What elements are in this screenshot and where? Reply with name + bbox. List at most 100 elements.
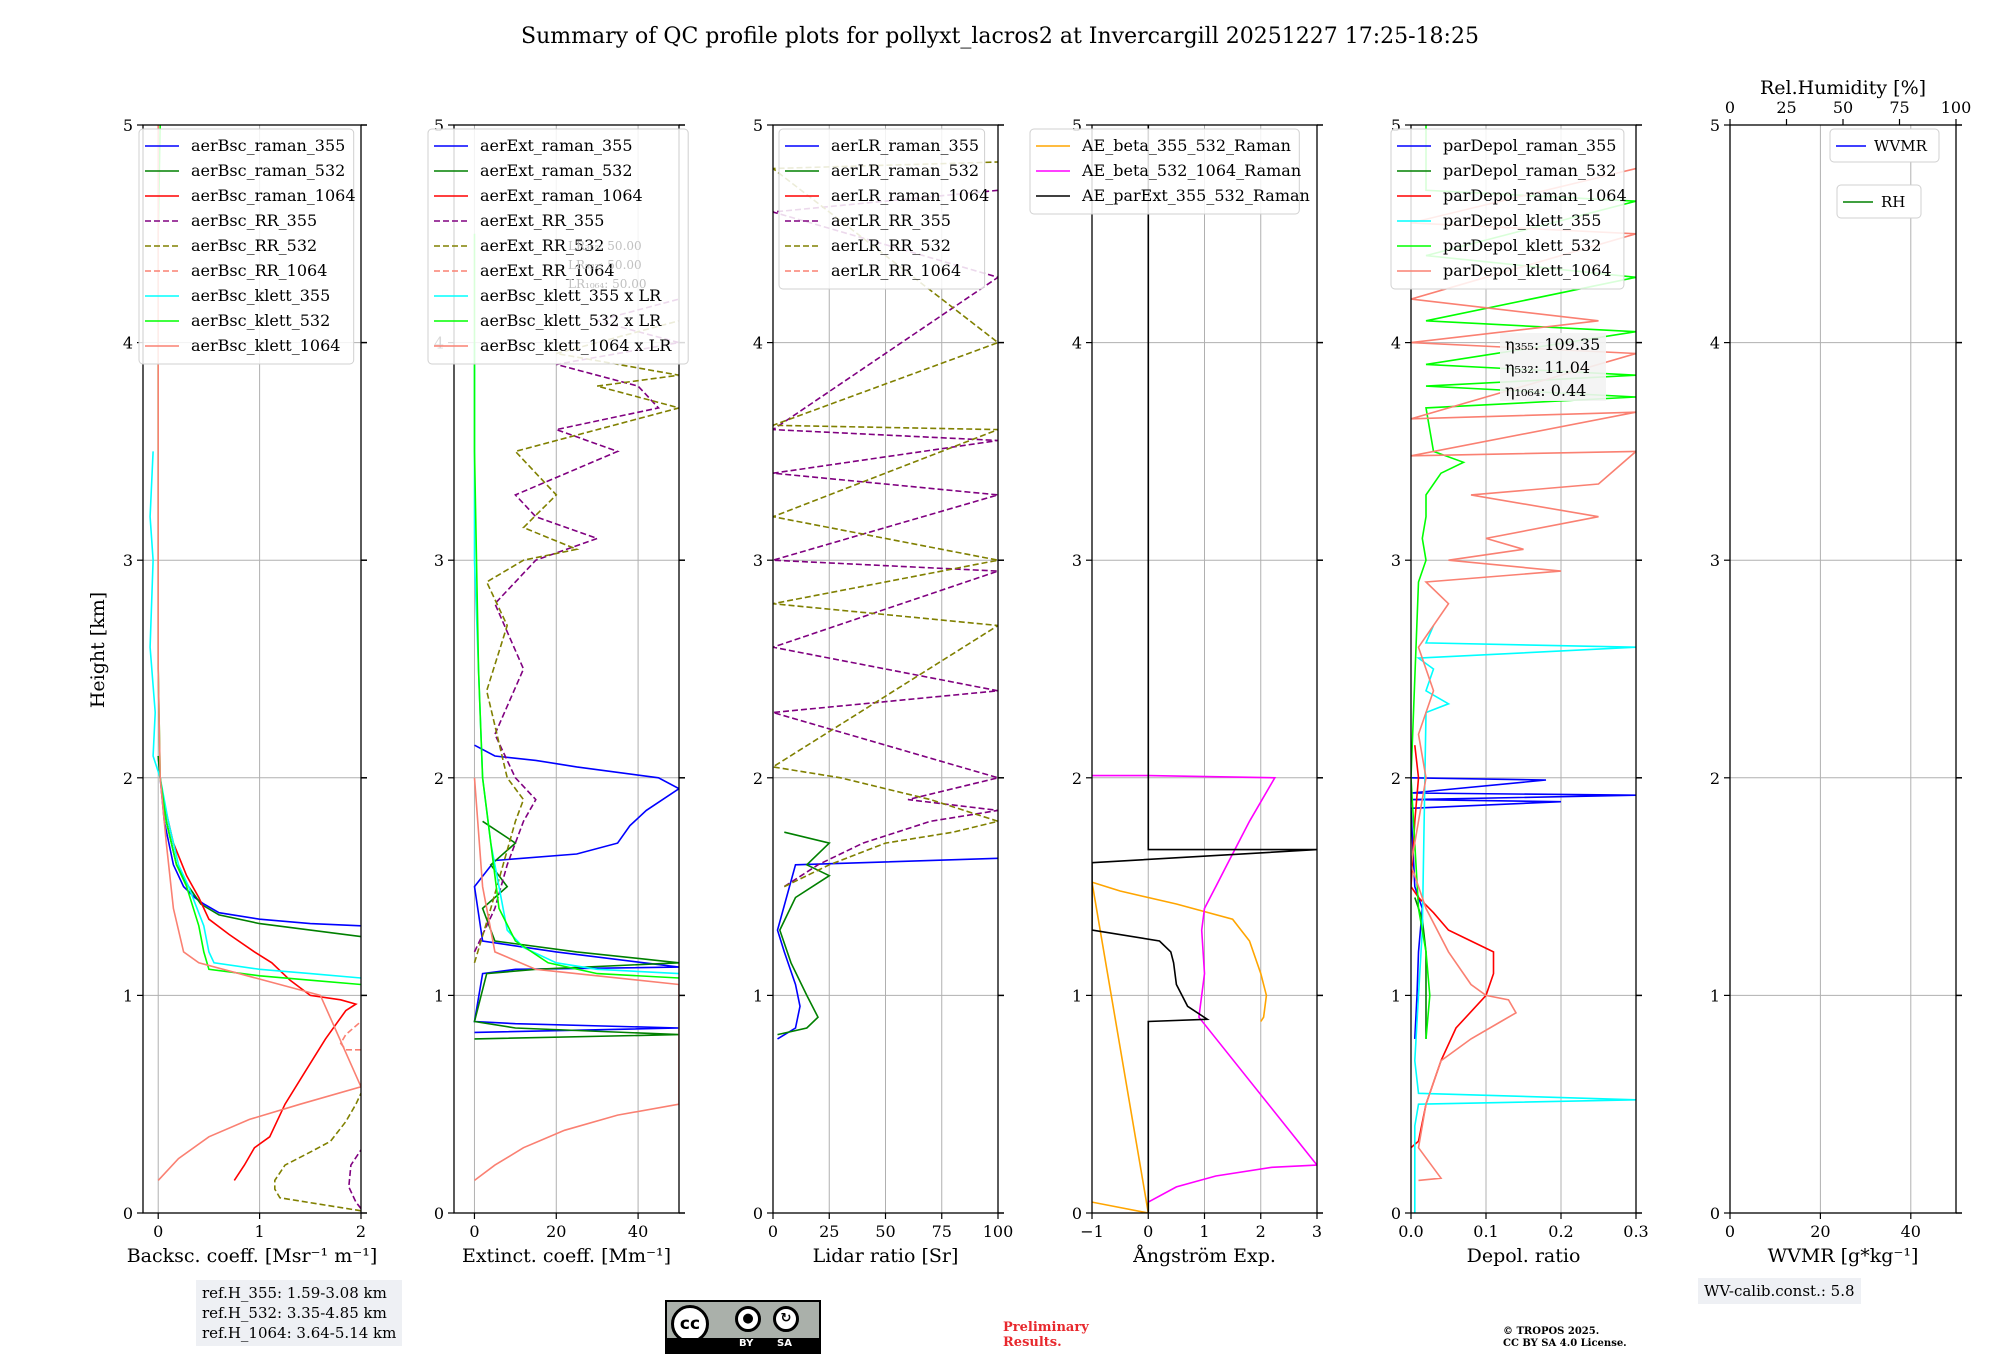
series-aerLR_RR_532 bbox=[773, 161, 998, 888]
lidar-ratio-annotation: LR₃₅₅: 50.00 bbox=[568, 239, 642, 253]
legend-label: aerBsc_klett_355 bbox=[191, 286, 330, 305]
legend-label: parDepol_raman_532 bbox=[1443, 161, 1616, 180]
preliminary-line-2: Results. bbox=[1003, 1335, 1062, 1350]
y-tick-label: 3 bbox=[1391, 551, 1401, 570]
series-parDepol_klett_355 bbox=[1413, 625, 1636, 1213]
attribution-icon: ● bbox=[735, 1306, 761, 1332]
top-x-tick-label: 50 bbox=[1833, 98, 1853, 117]
top-x-tick-label: 75 bbox=[1889, 98, 1909, 117]
x-tick-label: 0 bbox=[469, 1222, 479, 1241]
series-group bbox=[773, 161, 998, 1040]
legend-box bbox=[1836, 184, 1922, 219]
series-aerExt_RR_532 bbox=[473, 320, 679, 964]
x-tick-label: 50 bbox=[875, 1222, 895, 1241]
series-aerLR_raman_355 bbox=[776, 857, 998, 1040]
cc-badge-bar: BY SA bbox=[667, 1338, 819, 1352]
legend-label: aerExt_RR_1064 bbox=[480, 261, 615, 280]
legend-label: AE_beta_532_1064_Raman bbox=[1081, 161, 1301, 180]
legend-label: aerBsc_RR_355 bbox=[191, 211, 317, 230]
axes-frame bbox=[142, 124, 362, 1214]
y-tick-label: 5 bbox=[123, 116, 133, 135]
y-tick-label: 3 bbox=[753, 551, 763, 570]
legend-label: aerLR_raman_355 bbox=[831, 136, 979, 155]
x-tick-label: 0.0 bbox=[1398, 1222, 1423, 1241]
legend-label: aerBsc_klett_532 bbox=[191, 311, 330, 330]
y-tick-label: 5 bbox=[1710, 116, 1720, 135]
legend-label: aerLR_RR_532 bbox=[831, 236, 951, 255]
axes-frame bbox=[453, 124, 680, 1214]
series-aerBsc_klett_1064 x LR bbox=[473, 777, 679, 1182]
series-aerBsc_klett_355 bbox=[149, 451, 361, 979]
legend-label: aerBsc_RR_532 bbox=[191, 236, 317, 255]
legend-label: aerBsc_klett_532 x LR bbox=[480, 311, 662, 330]
top-x-tick-label: 100 bbox=[1941, 98, 1972, 117]
ref-height-355: ref.H_355: 1.59-3.08 km bbox=[202, 1284, 387, 1302]
y-tick-label: 4 bbox=[1391, 334, 1401, 353]
series-group bbox=[1092, 125, 1317, 1213]
y-tick-label: 5 bbox=[1391, 116, 1401, 135]
y-tick-label: 0 bbox=[1072, 1204, 1082, 1223]
legend-box bbox=[427, 128, 689, 365]
cc-license-badge: cc ● ↻ BY SA bbox=[665, 1300, 821, 1354]
x-tick-label: 0 bbox=[1143, 1222, 1153, 1241]
x-tick-label: 3 bbox=[1312, 1222, 1322, 1241]
x-axis-label: WVMR [g*kg⁻¹] bbox=[1768, 1245, 1919, 1267]
legend-label: aerExt_raman_532 bbox=[480, 161, 633, 180]
x-axis-label: Lidar ratio [Sr] bbox=[813, 1245, 959, 1267]
series-parDepol_klett_1064 bbox=[1411, 167, 1636, 1182]
series-aerLR_raman_532 bbox=[777, 831, 831, 1036]
figure-title: Summary of QC profile plots for pollyxt_… bbox=[521, 24, 1479, 49]
y-tick-label: 3 bbox=[1710, 551, 1720, 570]
lidar-ratio-annotation: LR₁₀₆₄: 50.00 bbox=[568, 277, 646, 291]
preliminary-results-note: Preliminary Results. bbox=[1003, 1320, 1089, 1350]
legend-box bbox=[138, 128, 355, 365]
x-tick-label: 75 bbox=[932, 1222, 952, 1241]
legend-label: aerBsc_klett_1064 bbox=[191, 336, 340, 355]
x-tick-label: 0 bbox=[1725, 1222, 1735, 1241]
eta-box bbox=[1500, 333, 1606, 401]
series-aerBsc_klett_532 x LR bbox=[473, 233, 679, 979]
legend-label: parDepol_raman_355 bbox=[1443, 136, 1616, 155]
legend-label: aerLR_raman_1064 bbox=[831, 186, 989, 205]
series-aerExt_RR_355 bbox=[473, 298, 679, 953]
legend-label: aerLR_RR_1064 bbox=[831, 261, 961, 280]
series-AE_parExt_355_532_Raman bbox=[1092, 125, 1317, 1213]
panel-bsc: 0 1 2 0 1 2 3 4 5 Backsc. coeff. [Msr⁻¹ m⁻¹] aerBs… bbox=[123, 116, 377, 1267]
x-axis-label: Backsc. coeff. [Msr⁻¹ m⁻¹] bbox=[127, 1245, 378, 1267]
legend-label: aerLR_raman_532 bbox=[831, 161, 979, 180]
panel-wv: 0 20 40 0 1 2 3 4 5 WVMR [g*kg⁻¹] 0 25 50 75 100 Rel.Hu… bbox=[1710, 77, 1971, 1267]
x-tick-label: 0.3 bbox=[1623, 1222, 1648, 1241]
x-tick-label: 1 bbox=[1199, 1222, 1209, 1241]
y-tick-label: 4 bbox=[753, 334, 763, 353]
x-tick-label: 2 bbox=[356, 1222, 366, 1241]
eta-annotation: η₁₀₆₄: 0.44 bbox=[1505, 381, 1586, 400]
ref-height-1064: ref.H_1064: 3.64-5.14 km bbox=[202, 1324, 397, 1342]
top-axis-label: Rel.Humidity [%] bbox=[1760, 77, 1926, 99]
x-tick-label: 20 bbox=[1810, 1222, 1830, 1241]
legend-label: aerBsc_klett_355 x LR bbox=[480, 286, 662, 305]
y-tick-label: 5 bbox=[434, 116, 444, 135]
legend-label: aerExt_raman_1064 bbox=[480, 186, 643, 205]
series-parDepol_raman_355 bbox=[1411, 777, 1636, 1039]
legend-label: parDepol_klett_1064 bbox=[1443, 261, 1612, 280]
series-aerBsc_RR_355 bbox=[347, 1149, 361, 1210]
legend-label: RH bbox=[1881, 193, 1905, 211]
legend-label: AE_beta_355_532_Raman bbox=[1081, 136, 1291, 155]
legend-label: aerBsc_raman_355 bbox=[191, 136, 345, 155]
y-tick-label: 2 bbox=[123, 769, 133, 788]
x-tick-label: 0.1 bbox=[1473, 1222, 1498, 1241]
top-x-tick-label: 25 bbox=[1776, 98, 1796, 117]
series-group bbox=[149, 125, 361, 1212]
legend-label: parDepol_klett_355 bbox=[1443, 211, 1601, 230]
x-tick-label: 100 bbox=[983, 1222, 1014, 1241]
y-tick-label: 1 bbox=[1710, 986, 1720, 1005]
y-tick-label: 1 bbox=[1391, 986, 1401, 1005]
legend-label: aerExt_RR_532 bbox=[480, 236, 604, 255]
y-tick-label: 2 bbox=[434, 769, 444, 788]
series-aerBsc_klett_1064 bbox=[157, 125, 361, 1181]
x-tick-label: 0 bbox=[153, 1222, 163, 1241]
series-AE_beta_355_532_Raman bbox=[1092, 881, 1268, 1213]
y-tick-label: 1 bbox=[1072, 986, 1082, 1005]
